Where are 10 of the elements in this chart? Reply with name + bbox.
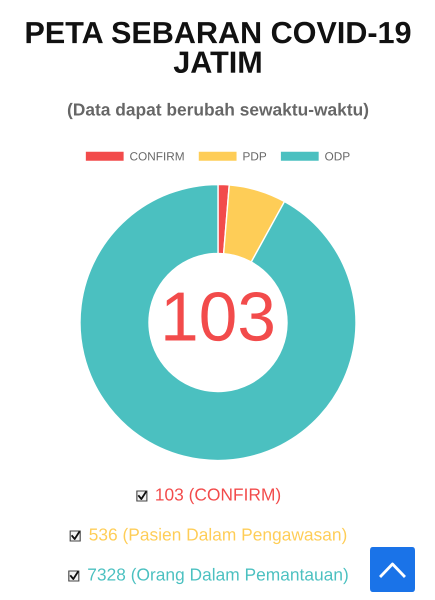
text: 7328 (Orang Dalam Pemantauan)	[88, 568, 348, 584]
chart-subtitle: (Data dapat berubah sewaktu-waktu)	[68, 102, 368, 120]
text: 103 (CONFIRM)	[156, 488, 280, 504]
legend-label: PDP	[243, 152, 266, 160]
chart-title: PETA SEBARAN COVID-19 JATIM	[26, 22, 410, 73]
text: 536 (Pasien Dalam Pengawasan)	[89, 528, 346, 544]
donut-slice	[79, 184, 357, 462]
legend-label: CONFIRM	[130, 152, 184, 160]
text: 103	[165, 292, 273, 342]
legend-label: ODP	[325, 152, 350, 160]
